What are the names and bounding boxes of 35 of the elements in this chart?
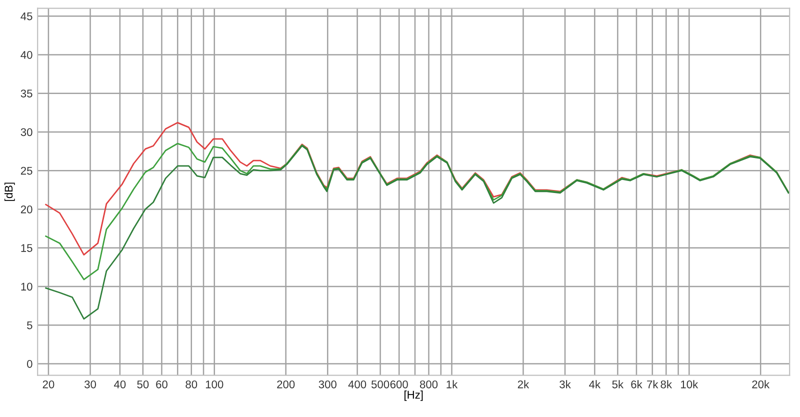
y-axis-title: [dB] (4, 182, 15, 201)
x-tick-label: 500 (371, 380, 390, 388)
x-tick-label: 200 (277, 380, 295, 388)
x-tick-label: 300 (318, 380, 336, 388)
x-axis-title: [Hz] (404, 390, 423, 401)
x-tick-label: 3k (560, 380, 571, 388)
x-tick-label: 100 (206, 380, 224, 388)
y-tick-label: 15 (21, 244, 32, 252)
x-tick-label: 400 (348, 380, 366, 388)
x-tick-label: 600 (390, 380, 408, 388)
x-tick-label: 50 (137, 380, 149, 388)
x-tick-label: 30 (84, 380, 96, 388)
x-tick-label: 80 (186, 380, 198, 388)
x-tick-label: 20 (42, 380, 54, 388)
x-tick-label: 8k (660, 380, 672, 388)
y-tick-label: 30 (20, 128, 32, 136)
x-tick-label: 1k (446, 380, 458, 388)
x-tick-label: 800 (420, 380, 438, 388)
x-tick-label: 10k (681, 380, 698, 388)
y-tick-label: 35 (20, 90, 32, 98)
x-tick-label: 6k (631, 380, 642, 388)
y-tick-label: 0 (26, 360, 32, 368)
y-tick-label: 25 (20, 166, 32, 175)
x-tick-label: 20k (752, 380, 770, 388)
x-tick-label: 2k (518, 380, 530, 388)
y-tick-label: 5 (27, 321, 32, 330)
y-tick-label: 20 (20, 205, 32, 214)
x-tick-label: 7k (647, 380, 658, 388)
x-tick-label: 5k (612, 380, 624, 388)
y-tick-label: 10 (21, 282, 32, 291)
y-tick-label: 45 (20, 12, 32, 20)
x-tick-label: 40 (114, 380, 126, 388)
y-tick-label: 40 (20, 50, 32, 59)
x-tick-label: 60 (156, 380, 168, 388)
x-tick-label: 4k (589, 380, 601, 388)
